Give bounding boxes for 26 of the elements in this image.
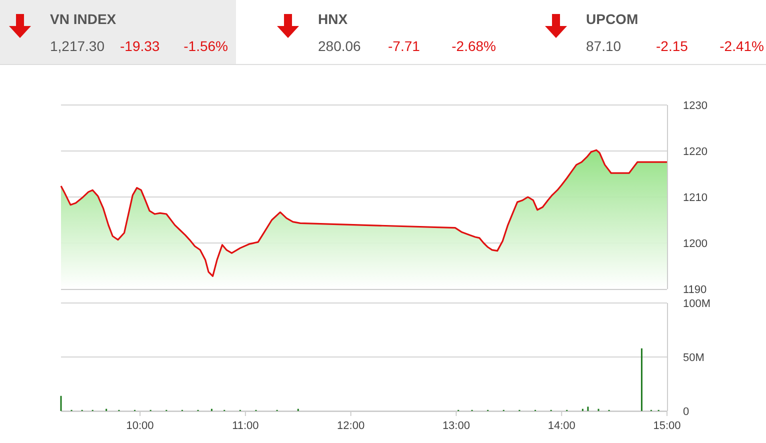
- y-tick-label: 50M: [683, 352, 704, 364]
- x-tick-label: 10:00: [126, 420, 154, 432]
- text: VN INDEX: [50, 11, 117, 27]
- text: 280.06: [318, 38, 362, 54]
- text: 1,217.30: [50, 38, 105, 54]
- text: -2.15: [656, 38, 688, 54]
- text: UPCOM: [586, 11, 638, 27]
- y-tick-label: 1220: [683, 146, 708, 158]
- text: -2.41%: [720, 38, 764, 54]
- text: HNX: [318, 11, 348, 27]
- x-tick-label: 14:00: [548, 420, 576, 432]
- y-tick-label: 0: [683, 406, 690, 418]
- y-tick-label: 100M: [683, 298, 711, 310]
- y-tick-label: 1190: [683, 284, 707, 296]
- text: 87.10: [586, 38, 622, 54]
- x-tick-label: 13:00: [442, 420, 470, 432]
- y-tick-label: 1210: [683, 192, 708, 204]
- x-tick-label: 11:00: [232, 420, 259, 432]
- text: -2.68%: [452, 38, 496, 54]
- text: -1.56%: [184, 38, 228, 54]
- text: -7.71: [388, 38, 420, 54]
- x-tick-label: 15:00: [653, 420, 681, 432]
- y-tick-label: 1200: [683, 238, 708, 250]
- x-tick-label: 12:00: [337, 420, 365, 432]
- text: -19.33: [120, 38, 160, 54]
- y-tick-label: 1230: [683, 100, 708, 112]
